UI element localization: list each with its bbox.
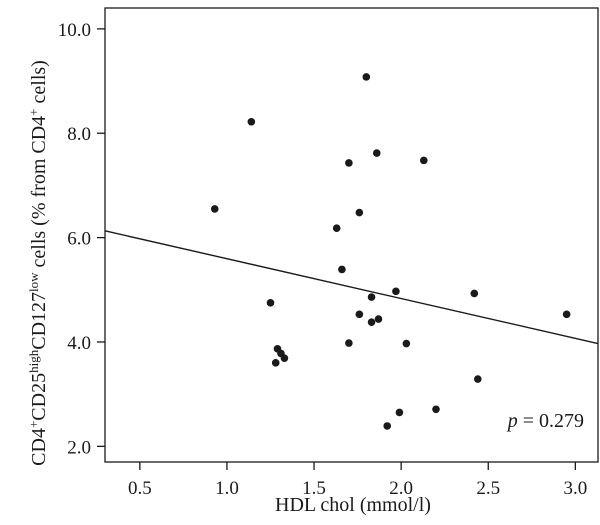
data-point — [338, 265, 346, 274]
data-point — [372, 149, 381, 157]
data-point — [266, 299, 275, 307]
data-point — [355, 208, 364, 217]
y-axis-ticks: 2.0 4.0 6.0 8.0 10.0 — [58, 20, 105, 458]
plot-frame — [104, 7, 599, 463]
data-point — [362, 73, 371, 81]
data-point — [383, 422, 392, 430]
data-point — [345, 159, 353, 167]
data-point — [470, 289, 479, 298]
regression-line — [104, 230, 599, 345]
x-tick-label: 0.5 — [128, 478, 152, 499]
x-tick-label: 1.5 — [302, 478, 326, 499]
x-axis-title: HDL chol (mmol/l) — [275, 494, 431, 516]
y-tick-label: 6.0 — [67, 229, 91, 250]
x-axis-ticks: 0.5 1.0 1.5 2.0 2.5 3.0 — [128, 462, 587, 499]
data-point — [332, 224, 341, 233]
data-points — [210, 73, 571, 430]
y-tick-label: 8.0 — [67, 124, 91, 145]
data-point — [473, 375, 482, 383]
data-point — [345, 339, 353, 347]
data-point — [367, 293, 376, 301]
data-point — [247, 117, 256, 126]
data-point — [210, 205, 219, 213]
data-point — [367, 318, 376, 326]
data-point — [562, 310, 571, 319]
y-tick-label: 2.0 — [67, 437, 91, 458]
x-tick-label: 2.5 — [476, 478, 500, 499]
x-tick-label: 2.0 — [389, 478, 413, 499]
data-point — [395, 408, 404, 417]
y-tick-label: 10.0 — [58, 20, 91, 41]
data-point — [419, 156, 428, 165]
y-axis-title: CD4+CD25highCD127low cells (% from CD4+ … — [26, 60, 51, 466]
data-point — [432, 405, 440, 414]
data-point — [374, 315, 383, 323]
data-point — [402, 339, 411, 348]
plot-border — [104, 7, 599, 463]
data-point — [355, 310, 364, 319]
data-point — [271, 359, 280, 367]
x-tick-label: 1.0 — [215, 478, 239, 499]
data-point — [280, 354, 289, 362]
data-point — [392, 287, 400, 296]
regression-line-group — [104, 230, 599, 345]
x-tick-label: 3.0 — [563, 478, 587, 499]
p-value-annotation: p = 0.279 — [506, 410, 584, 432]
y-tick-label: 4.0 — [67, 333, 91, 354]
